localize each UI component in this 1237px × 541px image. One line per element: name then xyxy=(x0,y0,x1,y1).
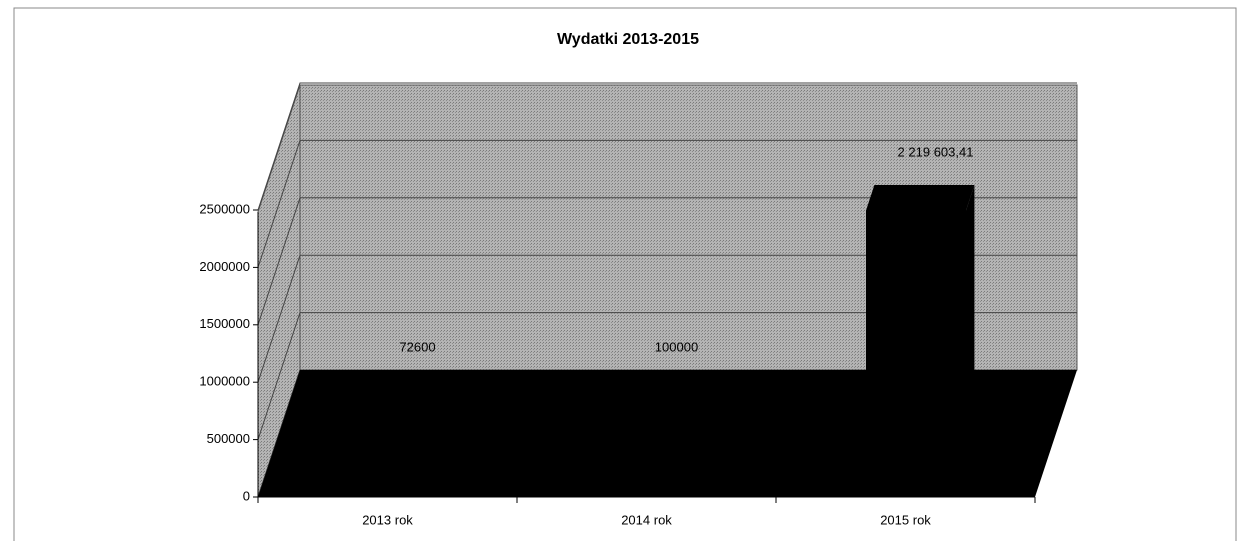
y-tick-label: 1500000 xyxy=(199,316,250,331)
grid-line xyxy=(257,312,1077,440)
bar xyxy=(348,431,457,466)
y-tick-label: 500000 xyxy=(207,431,250,446)
grid-line xyxy=(257,139,1077,268)
x-tick-label: 2014 rok xyxy=(621,512,672,527)
bar-side xyxy=(966,185,975,466)
bar-front xyxy=(866,210,966,466)
x-tick-label: 2015 rok xyxy=(880,512,931,527)
bar-top xyxy=(866,185,975,211)
bar-top xyxy=(607,428,716,454)
bar-side xyxy=(448,431,457,466)
y-tick-label: 2000000 xyxy=(199,259,250,274)
bar xyxy=(866,185,975,466)
y-tick-label: 2500000 xyxy=(199,201,250,216)
bars xyxy=(348,185,975,466)
value-label: 2 219 603,41 xyxy=(898,144,974,159)
bar xyxy=(607,428,716,466)
grid-line xyxy=(257,254,1077,383)
bar-top xyxy=(348,431,457,457)
bar-side xyxy=(707,428,716,466)
chart-title: Wydatki 2013-2015 xyxy=(557,31,699,48)
value-label: 72600 xyxy=(399,339,435,354)
y-tick-label: 0 xyxy=(243,488,250,503)
grid-line xyxy=(257,197,1077,325)
value-label: 100000 xyxy=(655,339,698,354)
grid-line xyxy=(257,82,1077,211)
labels: 0 500000 1000000 1500000 2000000 2500000 2013 … xyxy=(199,144,1036,527)
x-tick-label: 2013 rok xyxy=(362,512,413,527)
y-tick-label: 1000000 xyxy=(199,374,250,389)
bar-front xyxy=(607,453,707,466)
bar-front xyxy=(348,456,448,466)
